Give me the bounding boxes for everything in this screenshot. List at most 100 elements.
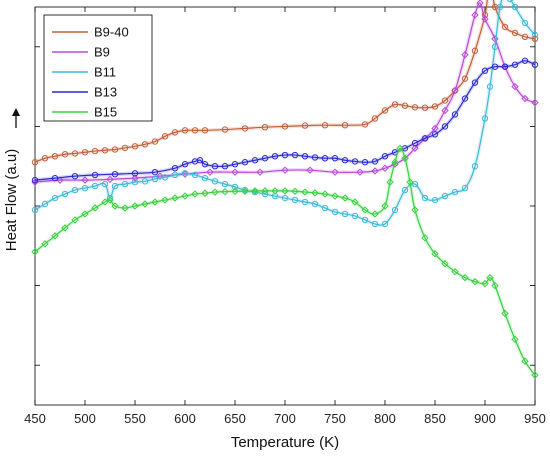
data-point-b9-40 [121,144,129,152]
data-point-b13 [491,63,499,70]
data-point-b13 [371,158,379,165]
legend-label: B11 [94,65,116,80]
data-point-b15 [501,309,509,318]
data-point-b11 [231,183,239,191]
data-point-b15 [231,187,239,195]
data-point-b15 [491,281,499,290]
data-point-b13 [301,153,309,160]
data-point-b9-40 [421,104,429,111]
data-point-b15 [171,194,179,202]
data-point-b9-40 [41,155,49,162]
data-point-b15 [531,371,539,379]
data-point-b11 [106,194,114,202]
data-point-b15 [411,206,419,214]
data-point-b11 [521,19,529,27]
data-point-b13 [171,164,179,172]
data-point-b15 [396,144,404,152]
data-point-b11 [131,178,139,186]
data-point-b11 [381,220,389,228]
legend-label: B13 [94,85,117,100]
data-point-b9-40 [171,129,179,136]
data-point-b9 [281,166,289,174]
data-point-b11 [451,188,459,196]
data-point-b11 [391,206,399,214]
data-point-b13 [361,159,369,166]
data-point-b13 [311,154,319,161]
data-point-b9 [471,11,479,19]
data-point-b15 [481,279,489,288]
data-point-b11 [321,204,329,212]
data-point-b15 [201,189,209,197]
data-point-b15 [441,260,449,268]
x-tick-label: 500 [74,411,96,426]
data-point-b9 [476,0,484,7]
x-tick-label: 650 [224,411,246,426]
data-point-b9-40 [371,115,379,122]
data-point-b9-40 [51,153,59,160]
data-point-b9-40 [151,138,159,145]
data-point-b13 [231,161,239,168]
data-point-b9 [331,168,339,176]
data-point-b11 [81,184,89,192]
data-point-b11 [411,180,419,188]
data-point-b15 [221,187,229,196]
data-point-b9 [441,106,449,115]
data-point-b9 [306,166,314,174]
data-point-b11 [251,188,259,196]
series-b13 [31,57,539,184]
data-point-b15 [261,187,269,195]
data-point-b9 [206,168,214,176]
x-axis-label: Temperature (K) [231,434,339,451]
data-point-b9-40 [411,104,419,111]
y-axis-label: Heat Flow (a.u) [3,149,20,252]
data-point-b9-40 [501,23,509,31]
data-point-b13 [241,159,249,166]
data-point-b15 [81,210,89,218]
data-point-b15 [161,196,169,204]
legend-item-b13: B13 [52,85,117,100]
data-point-b15 [371,210,379,218]
data-point-b11 [121,180,129,188]
data-point-b15 [511,335,519,344]
data-point-b15 [521,357,529,365]
data-point-b15 [431,250,439,258]
legend-label: B9 [94,45,110,60]
data-point-b13 [221,163,229,170]
data-point-b9 [131,174,139,182]
data-point-b9 [156,172,164,180]
data-point-b13 [291,151,299,159]
data-point-b9-40 [381,107,389,114]
data-point-b11 [361,216,369,224]
data-point-b11 [111,182,119,190]
data-point-b9-40 [401,102,409,109]
data-point-b15 [61,224,69,232]
series-b15 [31,144,539,379]
data-point-b13 [441,123,449,130]
data-point-b9 [81,176,89,184]
data-point-b13 [421,135,429,142]
data-point-b9 [106,175,114,184]
data-point-b15 [301,188,309,196]
data-point-b15 [191,190,199,198]
data-point-b13 [431,131,439,138]
data-point-b11 [151,175,159,183]
data-point-b13 [196,157,204,164]
data-point-b11 [201,174,209,182]
data-point-b15 [351,198,359,206]
data-point-b9-40 [441,97,449,104]
data-point-b15 [486,273,494,282]
data-point-b11 [461,184,469,192]
data-point-b9 [411,144,419,152]
data-point-b15 [361,206,369,214]
data-point-b9-40 [81,149,89,156]
series-line-b13 [34,60,536,181]
data-point-b9-40 [461,75,469,82]
data-point-b13 [251,157,259,164]
series-line-b11 [34,0,536,226]
data-point-b15 [471,277,479,286]
data-point-b11 [481,115,489,122]
legend-item-b9-40: B9-40 [52,25,129,40]
data-point-b11 [511,3,519,11]
data-point-b9 [511,82,519,91]
